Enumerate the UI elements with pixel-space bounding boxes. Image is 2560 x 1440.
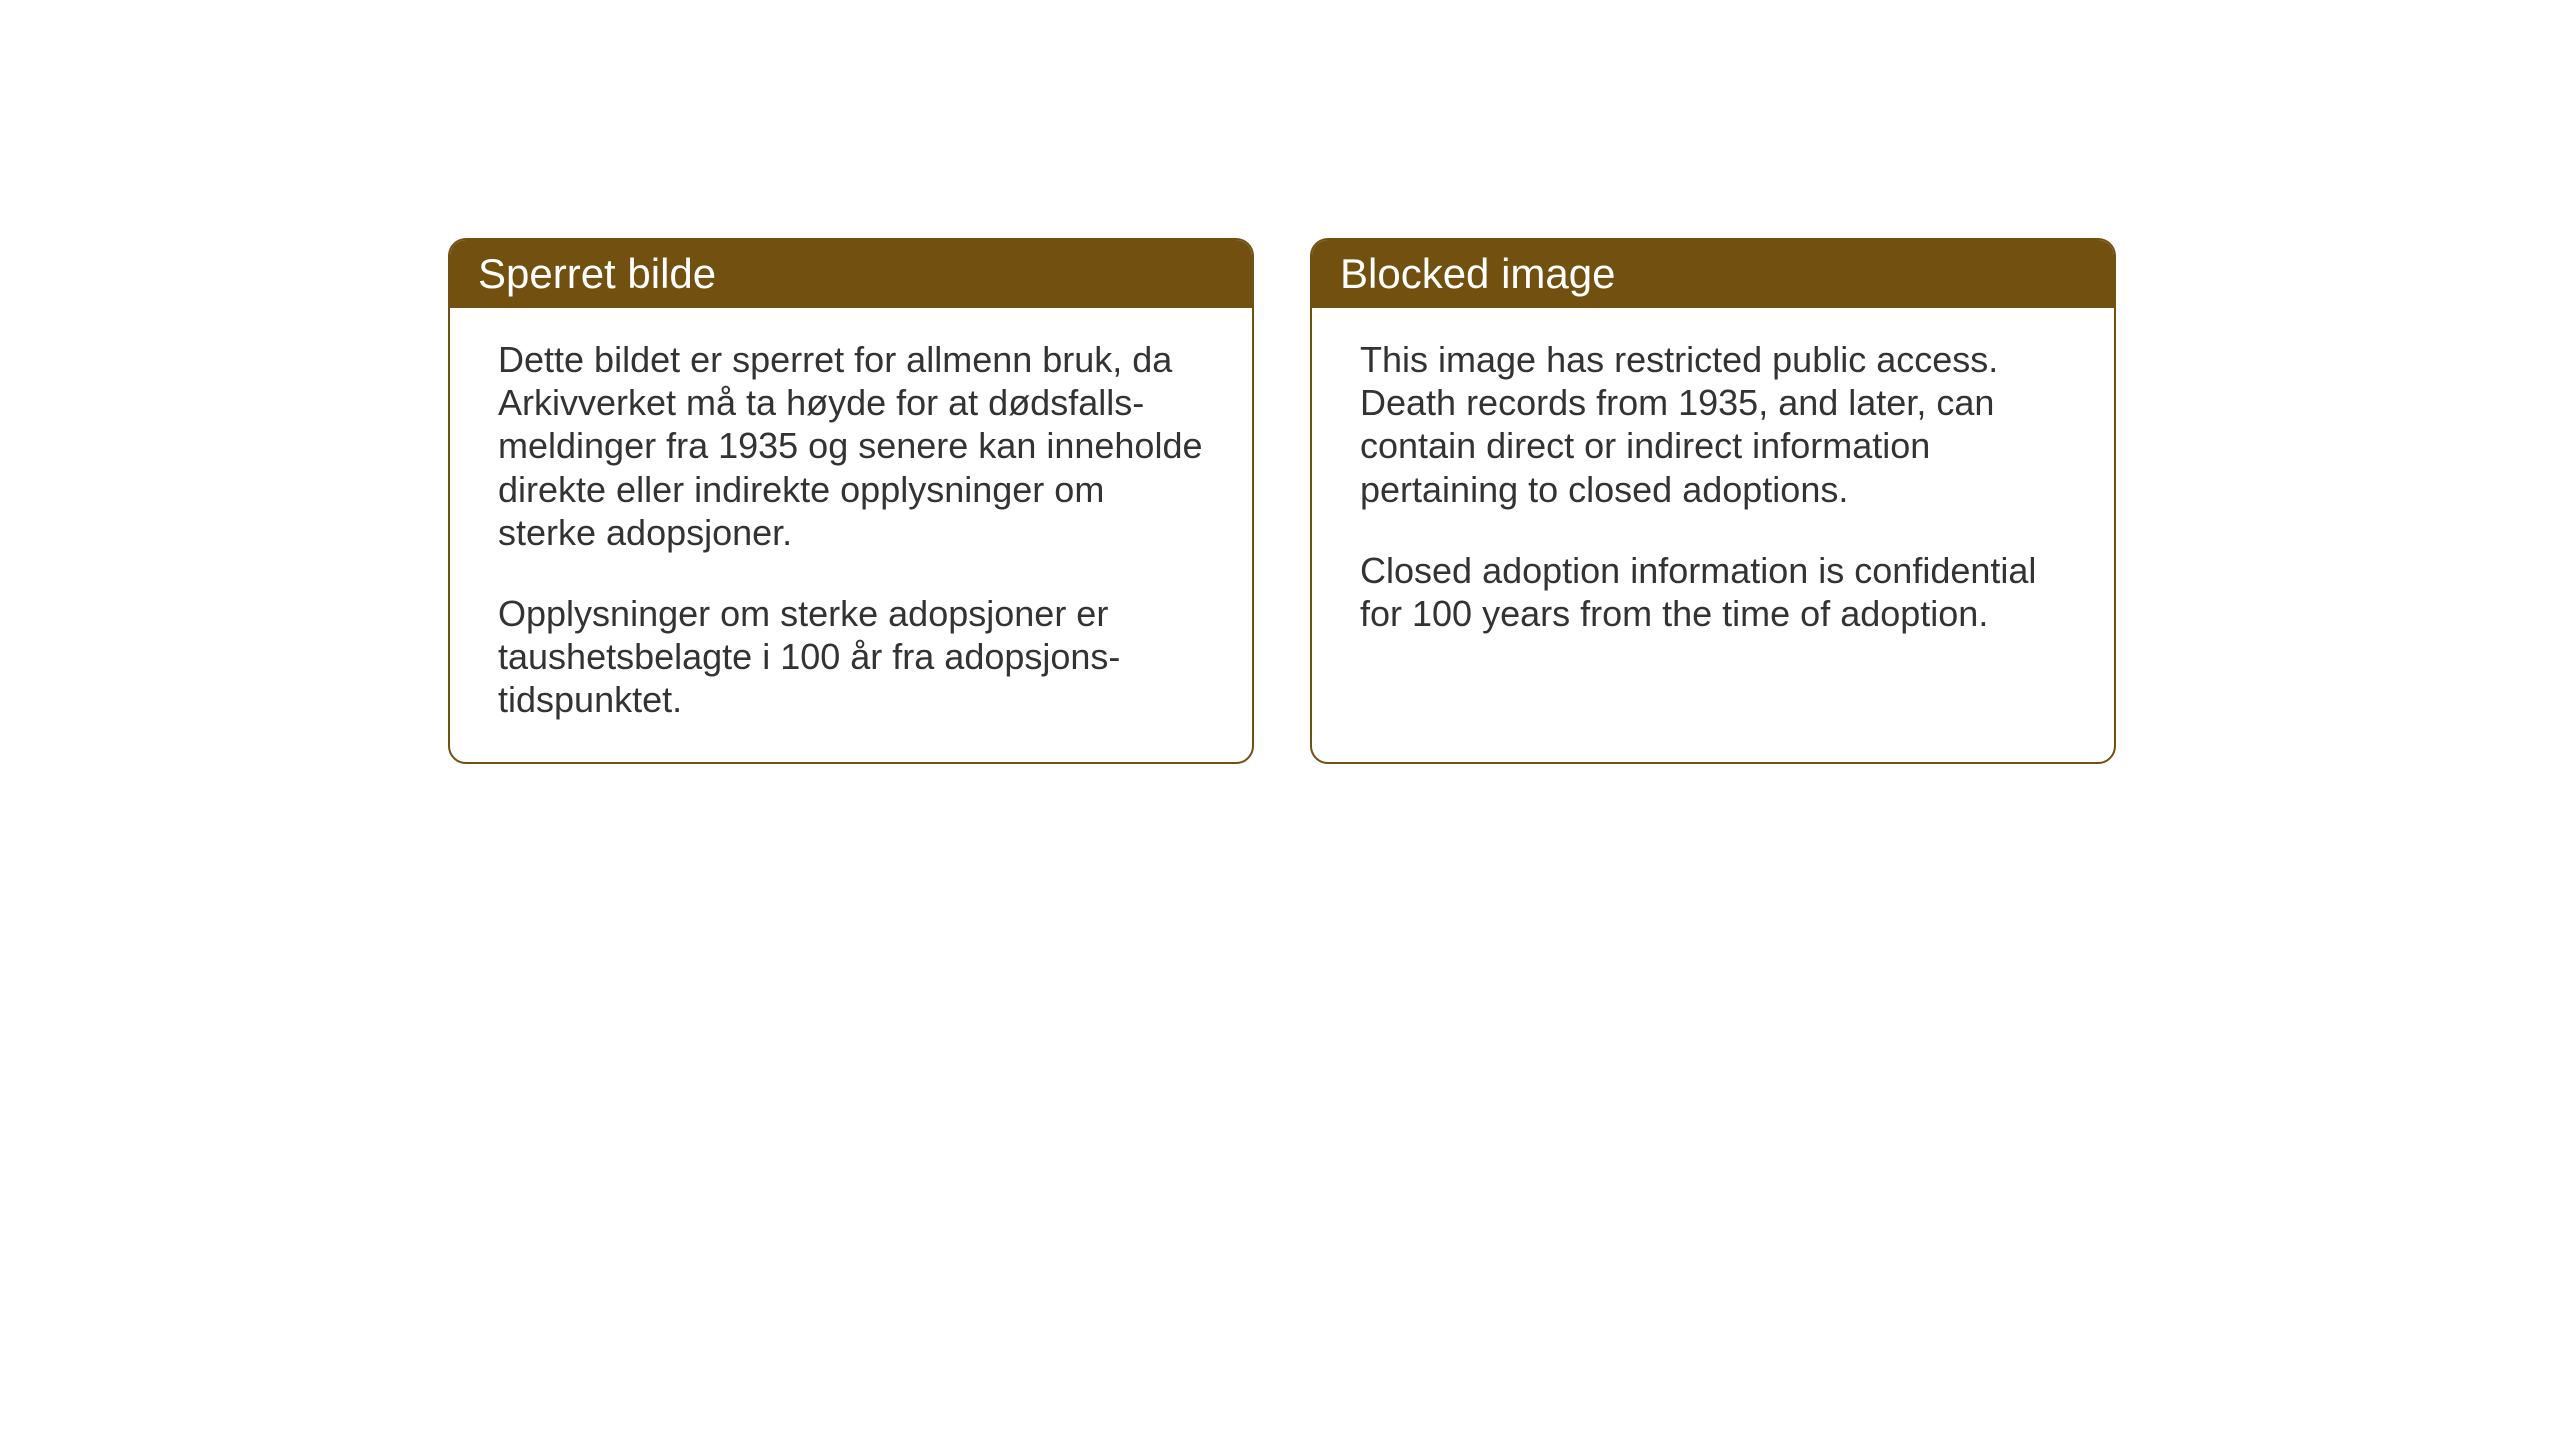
norwegian-paragraph-2: Opplysninger om sterke adopsjoner er tau… [498, 592, 1204, 722]
notice-container: Sperret bilde Dette bildet er sperret fo… [448, 238, 2116, 764]
english-card-title: Blocked image [1312, 240, 2114, 308]
english-card-body: This image has restricted public access.… [1312, 308, 2114, 675]
english-paragraph-2: Closed adoption information is confident… [1360, 549, 2066, 635]
norwegian-card-title: Sperret bilde [450, 240, 1252, 308]
norwegian-notice-card: Sperret bilde Dette bildet er sperret fo… [448, 238, 1254, 764]
norwegian-paragraph-1: Dette bildet er sperret for allmenn bruk… [498, 338, 1204, 554]
norwegian-card-body: Dette bildet er sperret for allmenn bruk… [450, 308, 1252, 762]
english-paragraph-1: This image has restricted public access.… [1360, 338, 2066, 511]
english-notice-card: Blocked image This image has restricted … [1310, 238, 2116, 764]
